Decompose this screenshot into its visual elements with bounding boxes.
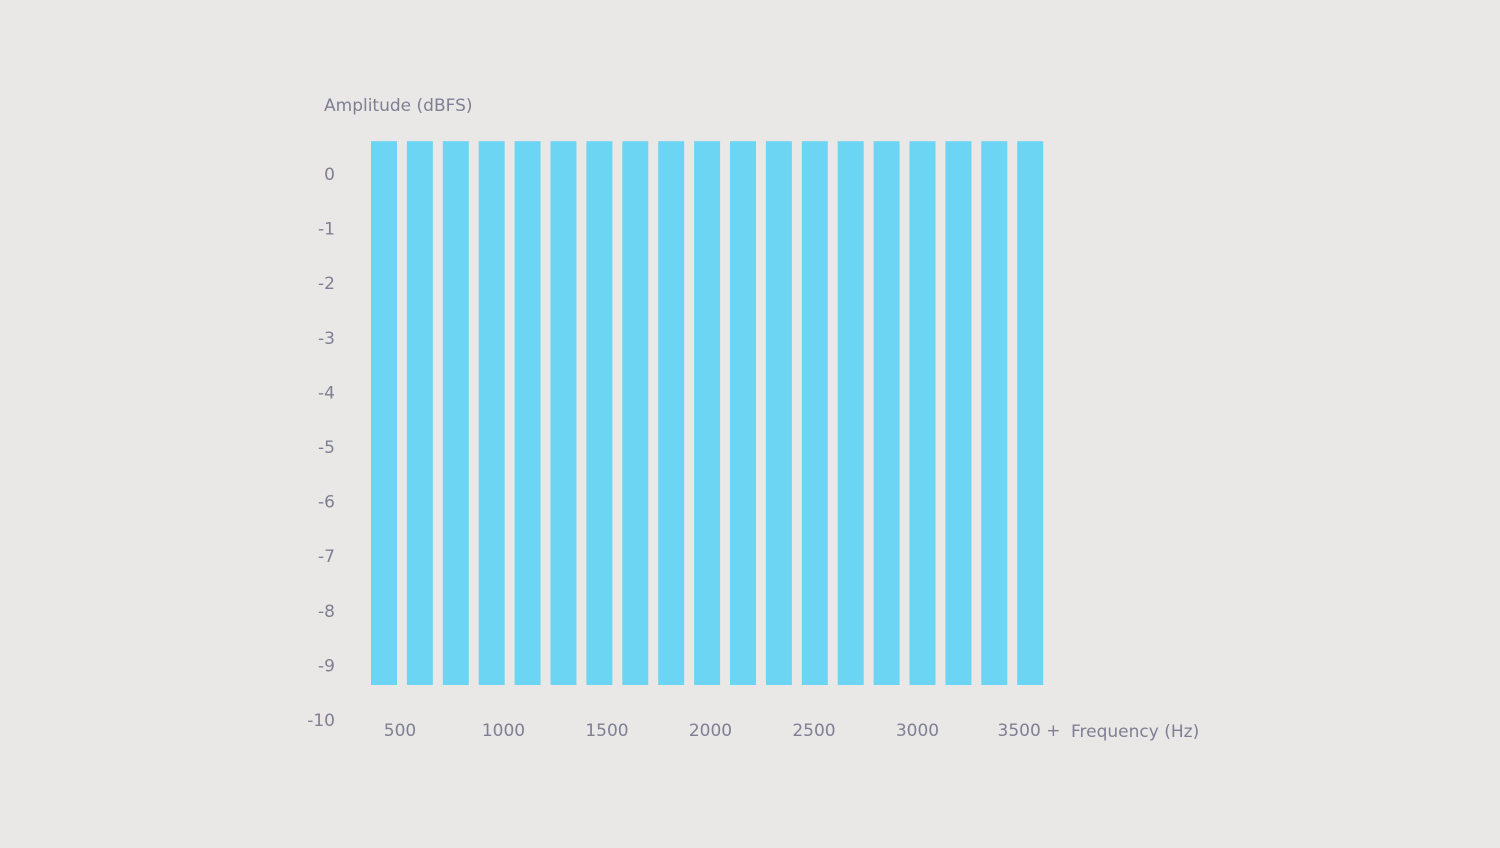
bar xyxy=(586,141,613,685)
y-tick-label: 0 xyxy=(324,165,335,185)
bar xyxy=(514,141,541,685)
bar xyxy=(694,141,721,685)
x-tick-label: 3000 xyxy=(896,721,939,741)
bar xyxy=(658,141,685,685)
bars xyxy=(371,141,1044,685)
bar xyxy=(945,141,972,685)
bar xyxy=(765,141,792,685)
y-ticks: 0 -1 -2 -3 -4 -5 -6 -7 -8 -9 -10 xyxy=(307,165,335,731)
bar xyxy=(478,141,505,685)
bar xyxy=(550,141,577,685)
y-tick-label: -10 xyxy=(307,711,335,731)
y-tick-label: -1 xyxy=(318,220,335,240)
bar xyxy=(730,141,756,685)
bar xyxy=(981,141,1008,685)
bar xyxy=(406,141,433,685)
x-tick-label: 1000 xyxy=(482,721,525,741)
bar xyxy=(837,141,864,685)
x-tick-label: 2000 xyxy=(689,721,732,741)
x-tick-label: 2500 xyxy=(792,721,835,741)
y-tick-label: -6 xyxy=(318,493,335,513)
y-tick-label: -3 xyxy=(318,329,335,349)
y-tick-label: -9 xyxy=(318,656,335,676)
bar xyxy=(801,141,828,685)
x-tick-label: 1500 xyxy=(585,721,628,741)
y-tick-label: -5 xyxy=(318,438,335,458)
bar xyxy=(371,141,397,685)
bar xyxy=(909,141,936,685)
y-tick-label: -8 xyxy=(318,602,335,622)
bar xyxy=(442,141,469,685)
bar xyxy=(873,141,900,685)
y-tick-label: -7 xyxy=(318,547,335,567)
x-axis-label: Frequency (Hz) xyxy=(1071,722,1199,742)
y-axis-label: Amplitude (dBFS) xyxy=(324,96,473,116)
y-tick-label: -4 xyxy=(318,383,335,403)
x-ticks: 500 1000 1500 2000 2500 3000 3500 + xyxy=(384,721,1061,741)
x-tick-label: 500 xyxy=(384,721,416,741)
bar xyxy=(1017,141,1044,685)
bar xyxy=(622,141,649,685)
y-tick-label: -2 xyxy=(318,274,335,294)
x-tick-label: 3500 + xyxy=(998,721,1061,741)
